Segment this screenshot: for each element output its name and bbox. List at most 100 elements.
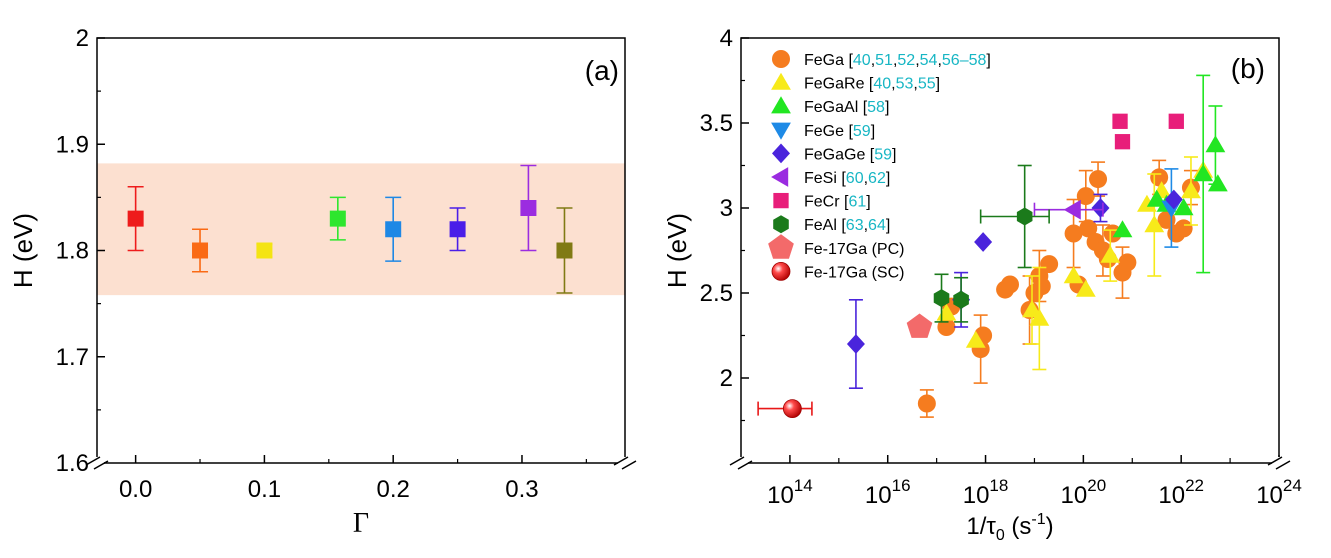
legend-ref: 63 xyxy=(846,217,864,234)
triangle-up-marker xyxy=(1137,194,1157,212)
triangle-up-marker xyxy=(1205,135,1226,153)
x-tick-label: 0.3 xyxy=(505,476,538,503)
legend-entry: FeGaGe [59] xyxy=(772,143,897,164)
triangle-up-marker xyxy=(771,96,791,114)
y-axis-label: H (eV) xyxy=(662,213,692,288)
legend-entry: FeGaRe [40,53,55] xyxy=(771,72,940,93)
y-tick-label: 4 xyxy=(720,25,733,52)
axis-break-marks xyxy=(85,456,637,470)
legend-label: FeGa [40,51,52,54,56–58] xyxy=(804,52,991,69)
data-point xyxy=(971,314,990,384)
y-tick-label: 2 xyxy=(720,365,733,392)
legend-bracket-open: [ xyxy=(840,194,849,211)
x-axis-label-main: 1/τ xyxy=(966,513,996,540)
legend-ref-separator: , xyxy=(891,76,895,93)
legend-ref: 56–58 xyxy=(942,52,987,69)
circle-marker xyxy=(1076,187,1095,206)
data-point xyxy=(1114,134,1131,150)
circle-marker xyxy=(1118,253,1137,272)
diamond-marker xyxy=(772,143,790,164)
hexagon-marker xyxy=(933,289,950,308)
legend-ref-separator: , xyxy=(864,170,868,187)
legend-ref: 58 xyxy=(867,99,885,116)
legend-name: FeGaRe xyxy=(804,76,865,93)
series-fe-17ga-pc- xyxy=(906,313,933,338)
x-tick-exponent: 16 xyxy=(892,476,911,495)
axis-ticks: 1.6 1.7 1.8 1.9 2 0.0 0.1 0.2 0.3 xyxy=(56,25,587,503)
x-tick-base: 10 xyxy=(865,482,892,509)
data-point xyxy=(1164,189,1183,210)
square-marker xyxy=(773,192,789,209)
legend-ref: 51 xyxy=(875,52,893,69)
x-tick-exponent: 24 xyxy=(1283,476,1302,495)
legend-bracket-open: [ xyxy=(837,170,846,187)
pentagon-marker xyxy=(768,234,794,259)
x-tick-base: 10 xyxy=(963,482,990,509)
y-tick-label: 3.5 xyxy=(700,110,733,137)
series-fegaal xyxy=(1112,74,1228,274)
x-tick-label: 1022 xyxy=(1158,476,1204,509)
sphere-marker xyxy=(771,261,791,281)
legend-entry: FeAl [63,64] xyxy=(773,215,890,234)
plot-frame xyxy=(96,37,626,464)
legend-bracket-open: [ xyxy=(844,123,853,140)
triangle-up-marker xyxy=(1181,181,1201,199)
legend-name: FeSi xyxy=(804,170,837,187)
pentagon-marker xyxy=(906,313,933,338)
triangle-down-marker xyxy=(771,122,791,140)
legend-label: FeGaRe [40,53,55] xyxy=(804,76,940,93)
legend-entry: FeSi [60,62] xyxy=(771,167,890,187)
square-marker xyxy=(256,242,273,259)
legend-entry: FeGe [59] xyxy=(771,122,875,140)
data-point xyxy=(1089,161,1108,197)
sphere-marker xyxy=(782,399,802,419)
legend: FeGa [40,51,52,54,56–58]FeGaRe [40,53,55… xyxy=(768,50,991,281)
y-axis-label: H (eV) xyxy=(8,213,38,288)
legend-name: FeAl xyxy=(804,217,837,234)
data-point xyxy=(1112,220,1133,238)
data-point xyxy=(1100,229,1121,282)
axis-break-marks xyxy=(729,456,1291,470)
legend-entry: Fe-17Ga (PC) xyxy=(768,234,904,259)
data-point xyxy=(256,242,273,259)
legend-name: FeGa xyxy=(804,52,844,69)
legend-ref: 62 xyxy=(868,170,886,187)
data-point xyxy=(1103,224,1122,243)
legend-ref: 59 xyxy=(853,123,871,140)
legend-name: Fe-17Ga (PC) xyxy=(804,241,904,258)
x-tick-label: 0.1 xyxy=(248,476,281,503)
data-point xyxy=(1029,266,1050,371)
series-fecr xyxy=(1112,113,1184,150)
legend-name: Fe-17Ga (SC) xyxy=(804,264,904,281)
data-point xyxy=(846,298,865,390)
x-axis-label: Γ xyxy=(353,508,369,539)
circle-marker xyxy=(1089,170,1108,189)
triangle-up-marker xyxy=(1029,308,1050,326)
data-point xyxy=(1174,219,1193,238)
data-point xyxy=(1093,224,1112,277)
shaded-band xyxy=(97,163,625,296)
data-point xyxy=(906,313,933,338)
circle-marker xyxy=(1064,224,1083,243)
triangle-up-marker xyxy=(1207,174,1228,192)
legend-ref-separator: , xyxy=(893,52,897,69)
x-axis-label: 1/τ0 (s-1) xyxy=(966,511,1053,544)
data-point xyxy=(329,196,346,241)
x-tick-label: 1024 xyxy=(1256,476,1302,509)
panel-a: 1.6 1.7 1.8 1.9 2 0.0 0.1 0.2 0.3 (a) H (eV) Γ xyxy=(8,25,637,539)
data-point xyxy=(1079,219,1098,238)
data-point xyxy=(979,164,1050,269)
data-point xyxy=(556,207,573,294)
y-tick-label: 1.7 xyxy=(56,344,89,371)
triangle-left-marker xyxy=(771,167,789,187)
data-point xyxy=(1207,174,1228,192)
data-point xyxy=(974,232,993,252)
legend-ref: 55 xyxy=(918,76,936,93)
x-tick-label: 1014 xyxy=(767,476,813,509)
x-tick-exponent: 18 xyxy=(989,476,1008,495)
hexagon-marker xyxy=(773,215,789,234)
data-point xyxy=(1118,253,1137,272)
square-marker xyxy=(127,210,144,227)
legend-bracket-close: ] xyxy=(885,99,889,116)
legend-label: FeCr [61] xyxy=(804,194,871,211)
